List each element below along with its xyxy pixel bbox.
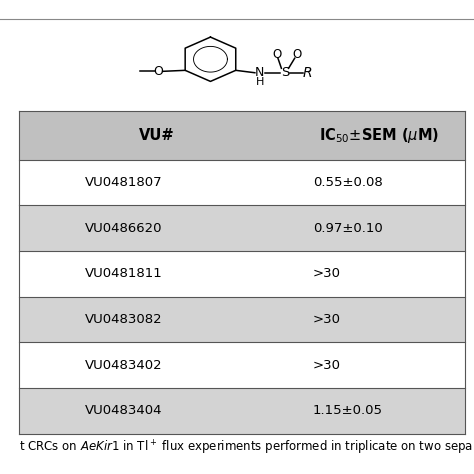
Text: VU0481811: VU0481811 (85, 267, 163, 281)
Text: H: H (255, 77, 264, 87)
Text: >30: >30 (313, 359, 341, 372)
Text: >30: >30 (313, 313, 341, 326)
Text: R: R (302, 66, 312, 80)
Bar (19, 205, 465, 251)
Text: N: N (255, 66, 264, 79)
Text: 1.15±0.05: 1.15±0.05 (313, 404, 383, 418)
Text: 0.55±0.08: 0.55±0.08 (313, 176, 383, 189)
Text: VU0483082: VU0483082 (85, 313, 163, 326)
Text: O: O (293, 47, 302, 61)
Text: O: O (153, 65, 163, 78)
Text: VU0486620: VU0486620 (85, 222, 163, 235)
Bar (19, 111, 465, 160)
Text: S: S (281, 66, 289, 79)
Bar (19, 388, 465, 434)
Text: >30: >30 (313, 267, 341, 281)
Text: O: O (273, 47, 282, 61)
Text: 0.97±0.10: 0.97±0.10 (313, 222, 383, 235)
Text: t CRCs on $\it{AeKir1}$ in Tl$^+$ flux experiments performed in triplicate on tw: t CRCs on $\it{AeKir1}$ in Tl$^+$ flux e… (19, 438, 474, 457)
Text: VU0483404: VU0483404 (85, 404, 163, 418)
Text: IC$_{50}$$\pm$SEM ($\mu$M): IC$_{50}$$\pm$SEM ($\mu$M) (319, 126, 439, 145)
Text: VU0483402: VU0483402 (85, 359, 163, 372)
Bar (19, 297, 465, 342)
Text: VU#: VU# (138, 128, 174, 143)
Text: VU0481807: VU0481807 (85, 176, 163, 189)
